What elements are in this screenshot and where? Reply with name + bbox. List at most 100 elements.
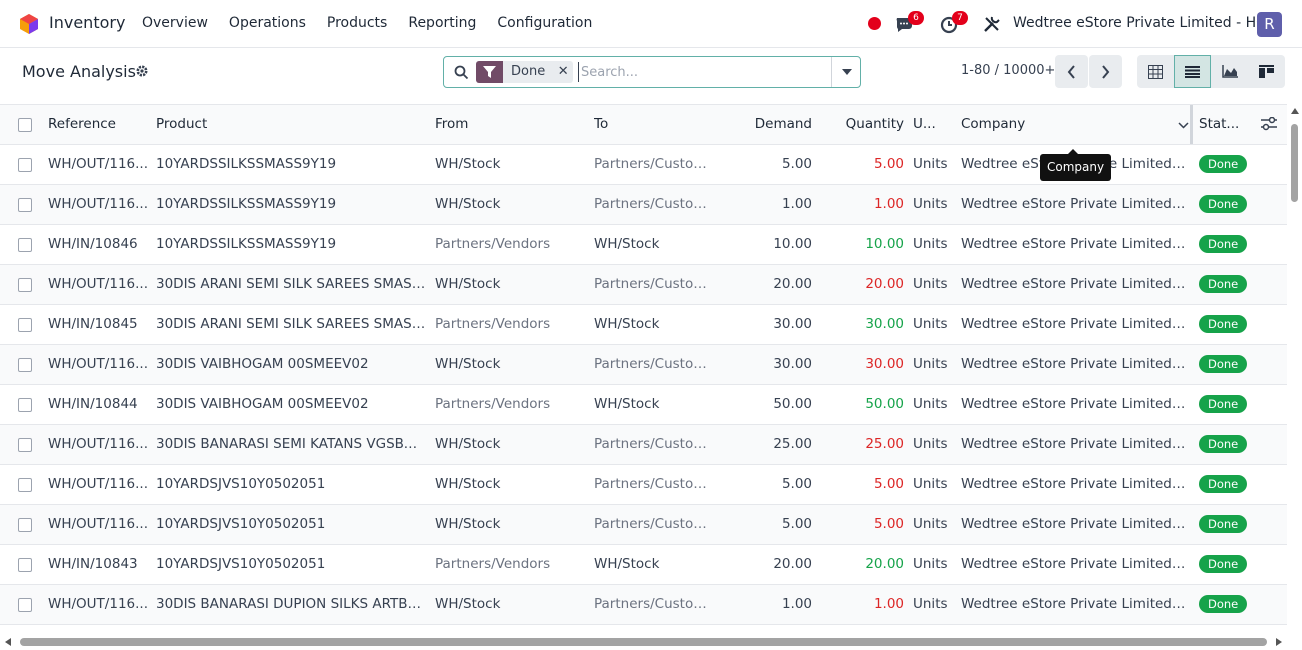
header-uom[interactable]: U... — [913, 116, 936, 132]
cell-quantity: 20.00 — [865, 276, 904, 292]
table-row[interactable]: WH/OUT/116... 10YARDSSILKSSMASS9Y19 WH/Sto… — [0, 145, 1287, 185]
header-product[interactable]: Product — [156, 116, 208, 132]
pivot-view-button[interactable] — [1137, 55, 1174, 88]
row-checkbox[interactable] — [18, 358, 32, 372]
search-options-toggle[interactable] — [831, 57, 861, 87]
row-checkbox[interactable] — [18, 238, 32, 252]
table-row[interactable]: WH/IN/10845 30DIS ARANI SEMI SILK SAREES … — [0, 305, 1287, 345]
pager-value[interactable]: 1-80 / 10000+ — [961, 63, 1056, 78]
gear-icon[interactable] — [135, 64, 149, 78]
table-row[interactable]: WH/IN/10843 10YARDSJVS10Y0502051 Partners/… — [0, 545, 1287, 585]
cell-from: WH/Stock — [435, 476, 501, 492]
cell-product: 10YARDSJVS10Y0502051 — [156, 476, 326, 492]
cell-from: Partners/Vendors — [435, 236, 551, 252]
remove-facet-close-icon[interactable]: ✕ — [557, 64, 569, 79]
header-reference[interactable]: Reference — [48, 116, 116, 132]
scroll-up-arrow-icon[interactable] — [1291, 108, 1299, 114]
row-checkbox[interactable] — [18, 398, 32, 412]
cell-reference: WH/IN/10843 — [48, 556, 138, 572]
vertical-scrollbar[interactable] — [1288, 104, 1302, 634]
table-row[interactable]: WH/IN/10844 30DIS VAIBHOGAM 00SMEEV02 Part… — [0, 385, 1287, 425]
recording-indicator-icon[interactable] — [868, 17, 881, 30]
table-row[interactable]: WH/OUT/116... 30DIS BANARASI DUPION SILKS… — [0, 585, 1287, 625]
cell-quantity: 20.00 — [865, 556, 904, 572]
facet-label: Done — [511, 64, 546, 79]
kanban-view-button[interactable] — [1248, 55, 1285, 88]
graph-view-button[interactable] — [1211, 55, 1248, 88]
header-status[interactable]: Stat... — [1199, 116, 1240, 132]
messages-count-badge: 6 — [908, 11, 924, 25]
cell-reference: WH/OUT/116... — [48, 196, 148, 212]
cell-status: Done — [1199, 585, 1259, 624]
select-all-checkbox[interactable] — [18, 118, 32, 132]
header-quantity[interactable]: Quantity — [845, 116, 904, 132]
pager-previous-button[interactable] — [1055, 55, 1088, 88]
cell-reference: WH/OUT/116... — [48, 436, 148, 452]
list-view-button[interactable] — [1174, 55, 1211, 88]
caret-down-icon — [841, 69, 852, 75]
cell-status: Done — [1199, 385, 1259, 424]
cell-company: Wedtree eStore Private Limited - ... — [961, 236, 1186, 252]
search-input[interactable] — [578, 62, 828, 82]
table-row[interactable]: WH/OUT/116... 30DIS VAIBHOGAM 00SMEEV02 WH… — [0, 345, 1287, 385]
scroll-right-arrow-icon[interactable] — [1276, 638, 1282, 646]
scroll-left-arrow-icon[interactable] — [5, 638, 11, 646]
row-checkbox[interactable] — [18, 278, 32, 292]
cell-to: WH/Stock — [594, 556, 660, 572]
cell-to: WH/Stock — [594, 396, 660, 412]
debug-tools-icon[interactable] — [983, 15, 1001, 33]
header-to[interactable]: To — [594, 116, 609, 132]
menu-configuration[interactable]: Configuration — [497, 15, 593, 31]
cell-reference: WH/IN/10845 — [48, 316, 138, 332]
cell-product: 10YARDSSILKSSMASS9Y19 — [156, 236, 337, 252]
cell-demand: 20.00 — [773, 556, 812, 572]
search-facet-done: Done ✕ — [476, 61, 574, 83]
status-badge: Done — [1199, 515, 1248, 533]
cell-quantity: 1.00 — [873, 196, 904, 212]
row-checkbox[interactable] — [18, 158, 32, 172]
cell-reference: WH/IN/10846 — [48, 236, 138, 252]
area-chart-icon — [1221, 65, 1238, 78]
table-row[interactable]: WH/IN/10846 10YARDSSILKSSMASS9Y19 Partners… — [0, 225, 1287, 265]
row-checkbox[interactable] — [18, 598, 32, 612]
menu-operations[interactable]: Operations — [228, 15, 306, 31]
table-row[interactable]: WH/OUT/116... 10YARDSJVS10Y0502051 WH/Stoc… — [0, 505, 1287, 545]
menu-overview[interactable]: Overview — [142, 15, 208, 31]
header-from[interactable]: From — [435, 116, 469, 132]
table-row[interactable]: WH/OUT/116... 30DIS ARANI SEMI SILK SAREE… — [0, 265, 1287, 305]
horizontal-scrollbar[interactable] — [0, 634, 1302, 650]
cell-reference: WH/OUT/116... — [48, 516, 148, 532]
sort-chevron-down-icon[interactable] — [1178, 122, 1189, 129]
cell-from: WH/Stock — [435, 196, 501, 212]
cell-product: 30DIS ARANI SEMI SILK SAREES SMASS03 — [156, 316, 426, 332]
cell-quantity: 10.00 — [865, 236, 904, 252]
table-row[interactable]: WH/OUT/116... 10YARDSSILKSSMASS9Y19 WH/Sto… — [0, 185, 1287, 225]
app-name[interactable]: Inventory — [49, 13, 126, 32]
row-checkbox[interactable] — [18, 478, 32, 492]
move-analysis-table: Reference Product From To Demand Quantit… — [0, 104, 1287, 634]
row-checkbox[interactable] — [18, 518, 32, 532]
cell-status: Done — [1199, 145, 1259, 184]
activities-clock-icon[interactable] — [940, 15, 960, 35]
header-company[interactable]: Company — [961, 116, 1026, 132]
column-resize-handle[interactable] — [1190, 105, 1193, 144]
table-row[interactable]: WH/OUT/116... 30DIS BANARASI SEMI KATANS … — [0, 425, 1287, 465]
cell-company: Wedtree eStore Private Limited - ... — [961, 516, 1186, 532]
vertical-scroll-thumb[interactable] — [1291, 124, 1298, 202]
table-row[interactable]: WH/OUT/116... 10YARDSJVS10Y0502051 WH/Stoc… — [0, 465, 1287, 505]
row-checkbox[interactable] — [18, 318, 32, 332]
pager-next-button[interactable] — [1089, 55, 1122, 88]
header-demand[interactable]: Demand — [754, 116, 812, 132]
search-icon[interactable] — [454, 65, 469, 80]
optional-columns-sliders-icon[interactable] — [1261, 117, 1277, 131]
cell-to: Partners/Custom... — [594, 276, 719, 292]
horizontal-scroll-thumb[interactable] — [20, 638, 1267, 646]
user-avatar[interactable]: R — [1257, 12, 1282, 37]
row-checkbox[interactable] — [18, 558, 32, 572]
inventory-app-icon[interactable] — [18, 13, 40, 35]
row-checkbox[interactable] — [18, 438, 32, 452]
menu-products[interactable]: Products — [326, 15, 388, 31]
menu-reporting[interactable]: Reporting — [408, 15, 477, 31]
company-switcher[interactable]: Wedtree eStore Private Limited - HO — [1013, 15, 1268, 31]
row-checkbox[interactable] — [18, 198, 32, 212]
